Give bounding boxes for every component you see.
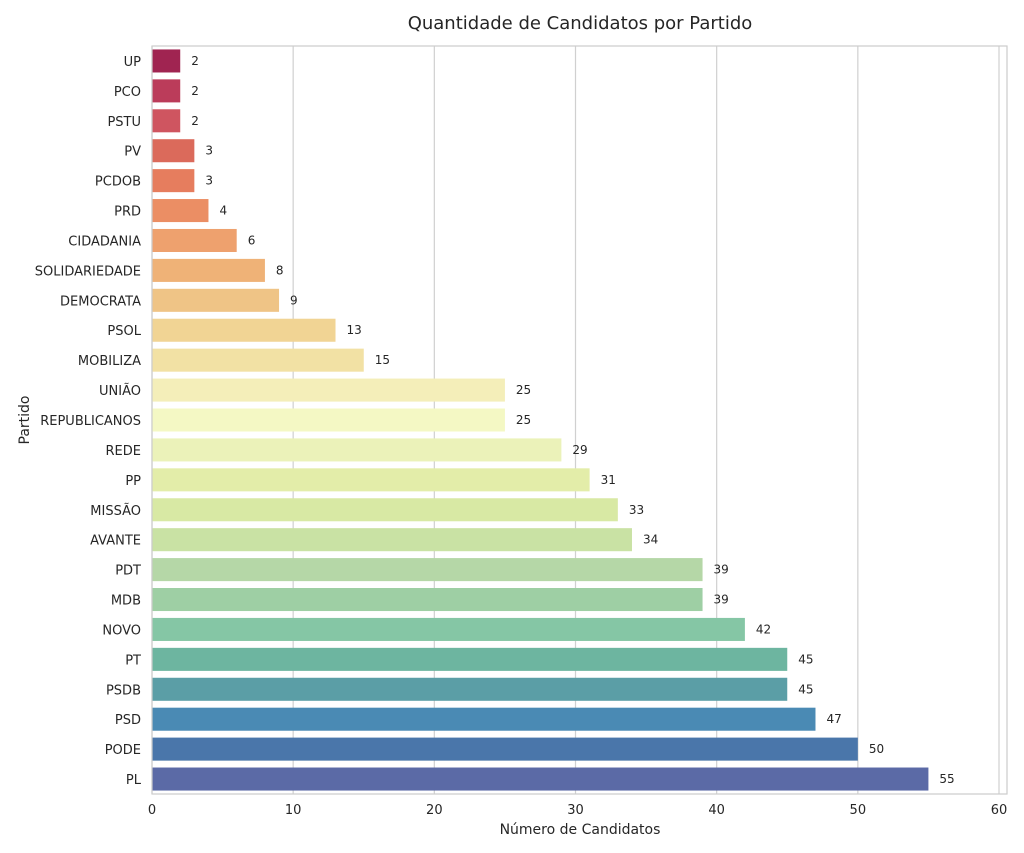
- y-tick-label: REPUBLICANOS: [40, 414, 141, 429]
- bar-pstu: [152, 109, 181, 133]
- bar-mobiliza: [152, 348, 364, 372]
- x-tick-layer: 0 10 20 30 40 50 60: [148, 803, 1007, 818]
- bar-avante: [152, 528, 632, 552]
- y-tick-label: MISSÃO: [90, 503, 141, 519]
- bar-psd: [152, 707, 816, 731]
- bar-value-label: 8: [276, 263, 284, 277]
- y-tick-label: PT: [125, 653, 141, 668]
- y-tick-label: PSOL: [107, 324, 141, 339]
- bar-value-label: 3: [205, 174, 213, 188]
- bar-psdb: [152, 677, 788, 701]
- bar-pdt: [152, 558, 703, 582]
- bar-pt: [152, 647, 788, 671]
- y-tick-label: PSDB: [106, 683, 141, 698]
- bar-pode: [152, 737, 858, 761]
- y-tick-label: MOBILIZA: [78, 354, 141, 369]
- y-tick-label: PCDOB: [95, 175, 141, 190]
- bar-value-label: 29: [572, 443, 587, 457]
- y-tick-label: AVANTE: [90, 534, 141, 549]
- bar-pp: [152, 468, 590, 492]
- bar-novo: [152, 617, 745, 641]
- y-tick-label: PRD: [114, 205, 141, 220]
- bar-value-label: 34: [643, 533, 658, 547]
- bar-value-label: 15: [375, 353, 390, 367]
- bar-label-layer: 2223346891315252529313334393942454547505…: [191, 54, 954, 786]
- bar-value-label: 50: [869, 742, 884, 756]
- bar-value-label: 2: [191, 84, 199, 98]
- x-tick-label: 50: [850, 803, 867, 818]
- bar-value-label: 6: [248, 233, 256, 247]
- bar-solidariedade: [152, 258, 265, 282]
- bar-pl: [152, 767, 929, 791]
- bar-value-label: 55: [939, 772, 954, 786]
- y-tick-label: REDE: [106, 444, 141, 459]
- bar-psol: [152, 318, 336, 342]
- bar-cidadania: [152, 228, 237, 252]
- bar-rede: [152, 438, 562, 462]
- bar-value-label: 9: [290, 293, 298, 307]
- bar-pco: [152, 79, 181, 103]
- bar-value-label: 45: [798, 652, 813, 666]
- bar-value-label: 25: [516, 383, 531, 397]
- bar-democrata: [152, 288, 280, 312]
- bar-republicanos: [152, 408, 505, 432]
- x-tick-label: 40: [708, 803, 725, 818]
- y-tick-label: PSTU: [107, 115, 141, 130]
- y-tick-label: PCO: [114, 85, 141, 100]
- y-tick-label: DEMOCRATA: [60, 294, 141, 309]
- bar-value-label: 4: [219, 204, 227, 218]
- y-tick-label: UNIÃO: [99, 383, 141, 399]
- x-tick-label: 60: [991, 803, 1008, 818]
- bar-value-label: 2: [191, 54, 199, 68]
- y-tick-label: PV: [124, 145, 141, 160]
- x-tick-label: 20: [426, 803, 443, 818]
- bar-value-label: 33: [629, 503, 644, 517]
- y-tick-label: PDT: [115, 564, 141, 579]
- bar-value-label: 39: [714, 593, 729, 607]
- y-tick-label: PODE: [105, 743, 141, 758]
- y-tick-label: PSD: [115, 713, 141, 728]
- bar-value-label: 42: [756, 622, 771, 636]
- bar-missão: [152, 498, 618, 522]
- y-tick-label: MDB: [111, 594, 141, 609]
- bar-value-label: 31: [601, 473, 616, 487]
- bar-pcdob: [152, 169, 195, 193]
- bar-value-label: 47: [826, 712, 841, 726]
- x-tick-label: 30: [567, 803, 584, 818]
- bar-value-label: 45: [798, 682, 813, 696]
- bar-up: [152, 49, 181, 73]
- chart-title: Quantidade de Candidatos por Partido: [408, 13, 753, 34]
- y-tick-label: PP: [125, 474, 141, 489]
- y-axis-label: Partido: [17, 396, 33, 445]
- y-tick-label: UP: [124, 55, 142, 70]
- x-tick-label: 0: [148, 803, 156, 818]
- bar-value-label: 25: [516, 413, 531, 427]
- y-tick-label: SOLIDARIEDADE: [35, 264, 141, 279]
- bar-value-label: 39: [714, 563, 729, 577]
- x-axis-label: Número de Candidatos: [500, 822, 661, 838]
- plot-frame: [151, 45, 1008, 795]
- y-tick-label: PL: [126, 773, 142, 788]
- x-tick-label: 10: [285, 803, 302, 818]
- bar-união: [152, 378, 505, 402]
- bar-pv: [152, 139, 195, 163]
- bar-layer: [152, 49, 929, 791]
- y-tick-layer: UP PCO PSTU PV PCDOB PRD CIDADANIA SOLIDARIEDAD…: [35, 55, 142, 788]
- y-tick-label: CIDADANIA: [68, 234, 141, 249]
- y-tick-label: NOVO: [102, 623, 141, 638]
- bar-value-label: 13: [347, 323, 362, 337]
- bar-mdb: [152, 588, 703, 612]
- bar-value-label: 2: [191, 114, 199, 128]
- bar-prd: [152, 199, 209, 223]
- bar-value-label: 3: [205, 144, 213, 158]
